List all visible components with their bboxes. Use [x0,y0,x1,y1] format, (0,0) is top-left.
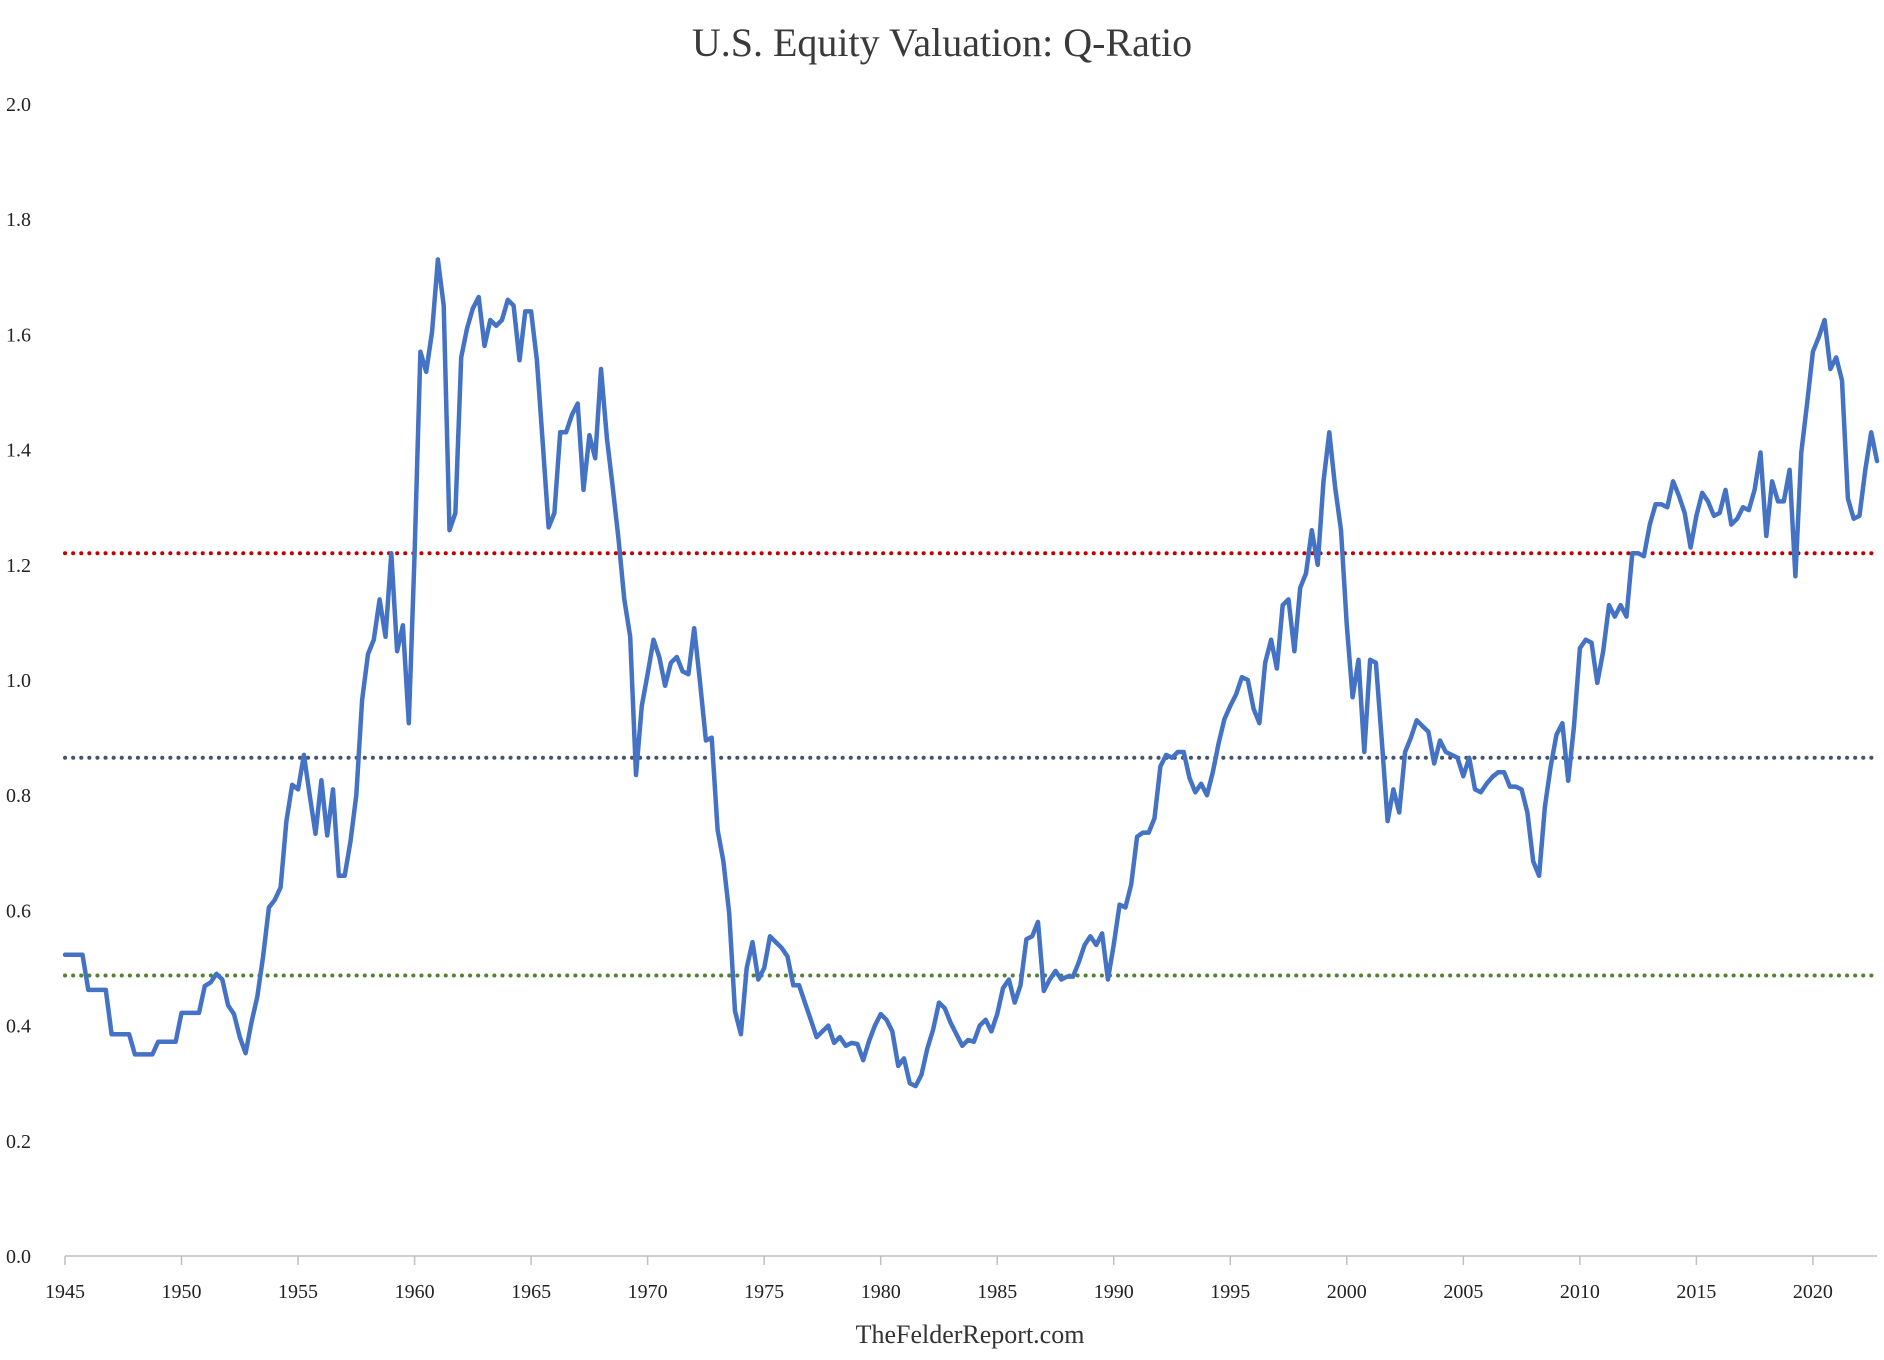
x-axis-label: TheFelderReport.com [856,1320,1085,1349]
q-ratio-series-line [62,257,1880,1089]
x-tick-label: 1990 [1094,1281,1134,1303]
x-tick-label: 2010 [1560,1281,1600,1303]
x-tick-label: 2020 [1793,1281,1833,1303]
x-tick-label: 2015 [1676,1281,1716,1303]
x-tick-label: 1960 [395,1281,435,1303]
y-axis-ticks: 0.0 0.2 0.4 0.6 0.8 1.0 1.2 1.4 1.6 1.8 2.0 [6,94,31,1268]
y-tick-label: 0.2 [6,1131,31,1153]
y-tick-label: 1.4 [6,440,31,462]
y-tick-label: 0.0 [6,1246,31,1268]
x-tick-label: 1985 [977,1281,1017,1303]
x-tick-label: 1980 [861,1281,901,1303]
x-tick-label: 1955 [278,1281,318,1303]
x-tick-label: 2000 [1327,1281,1367,1303]
x-tick-label: 1995 [1210,1281,1250,1303]
y-tick-label: 0.8 [6,785,31,807]
y-tick-label: 1.2 [6,555,31,577]
x-axis-ticks: 1945 1950 1955 1960 1965 1970 1975 1980 1985 1990… [45,1256,1833,1303]
y-tick-label: 1.0 [6,670,31,692]
x-tick-label: 2005 [1443,1281,1483,1303]
y-tick-label: 2.0 [6,94,31,116]
x-tick-label: 1950 [162,1281,202,1303]
y-tick-label: 0.6 [6,900,31,922]
x-tick-label: 1970 [628,1281,668,1303]
x-tick-label: 1975 [744,1281,784,1303]
y-tick-label: 0.4 [6,1016,31,1038]
y-tick-label: 1.8 [6,209,31,231]
x-tick-label: 1965 [511,1281,551,1303]
chart-title: U.S. Equity Valuation: Q-Ratio [692,20,1192,65]
x-tick-label: 1945 [45,1281,85,1303]
reference-lines [63,551,1879,978]
y-tick-label: 1.6 [6,324,31,346]
